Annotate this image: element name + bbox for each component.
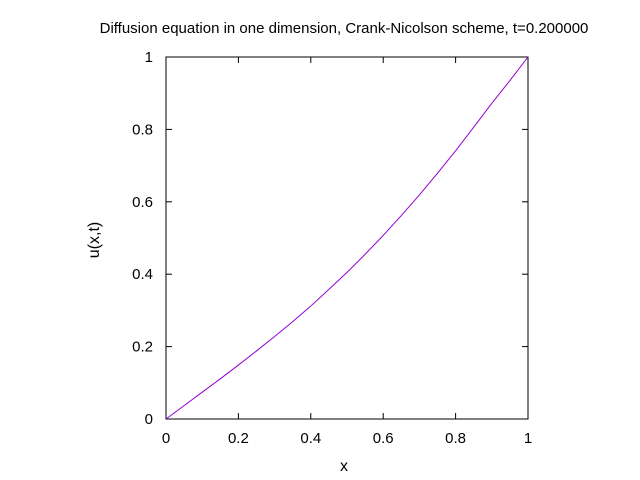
tick-group — [165, 56, 529, 420]
x-tick-label: 0.8 — [445, 430, 466, 447]
series-line — [165, 56, 529, 420]
x-tick-label: 0.6 — [373, 430, 394, 447]
x-axis-label: x — [340, 458, 348, 475]
y-axis-label: u(x,t) — [86, 222, 103, 258]
x-tick-label: 0.4 — [300, 430, 321, 447]
tick-label-group: 0 0.2 0.4 0.6 0.8 1 0 0.2 0.4 0.6 0.8 1 — [132, 49, 532, 447]
x-tick-label: 0 — [162, 430, 170, 447]
chart-title: Diffusion equation in one dimension, Cra… — [100, 20, 589, 37]
series-layer — [165, 56, 529, 420]
y-tick-label: 0.8 — [132, 121, 153, 138]
x-tick-label: 0.2 — [228, 430, 249, 447]
y-tick-label: 1 — [145, 49, 153, 66]
y-tick-label: 0.4 — [132, 266, 153, 283]
plot-frame — [165, 56, 529, 420]
y-tick-label: 0.2 — [132, 339, 153, 356]
y-tick-label: 0.6 — [132, 194, 153, 211]
x-tick-label: 1 — [524, 430, 532, 447]
y-tick-label: 0 — [145, 411, 153, 428]
